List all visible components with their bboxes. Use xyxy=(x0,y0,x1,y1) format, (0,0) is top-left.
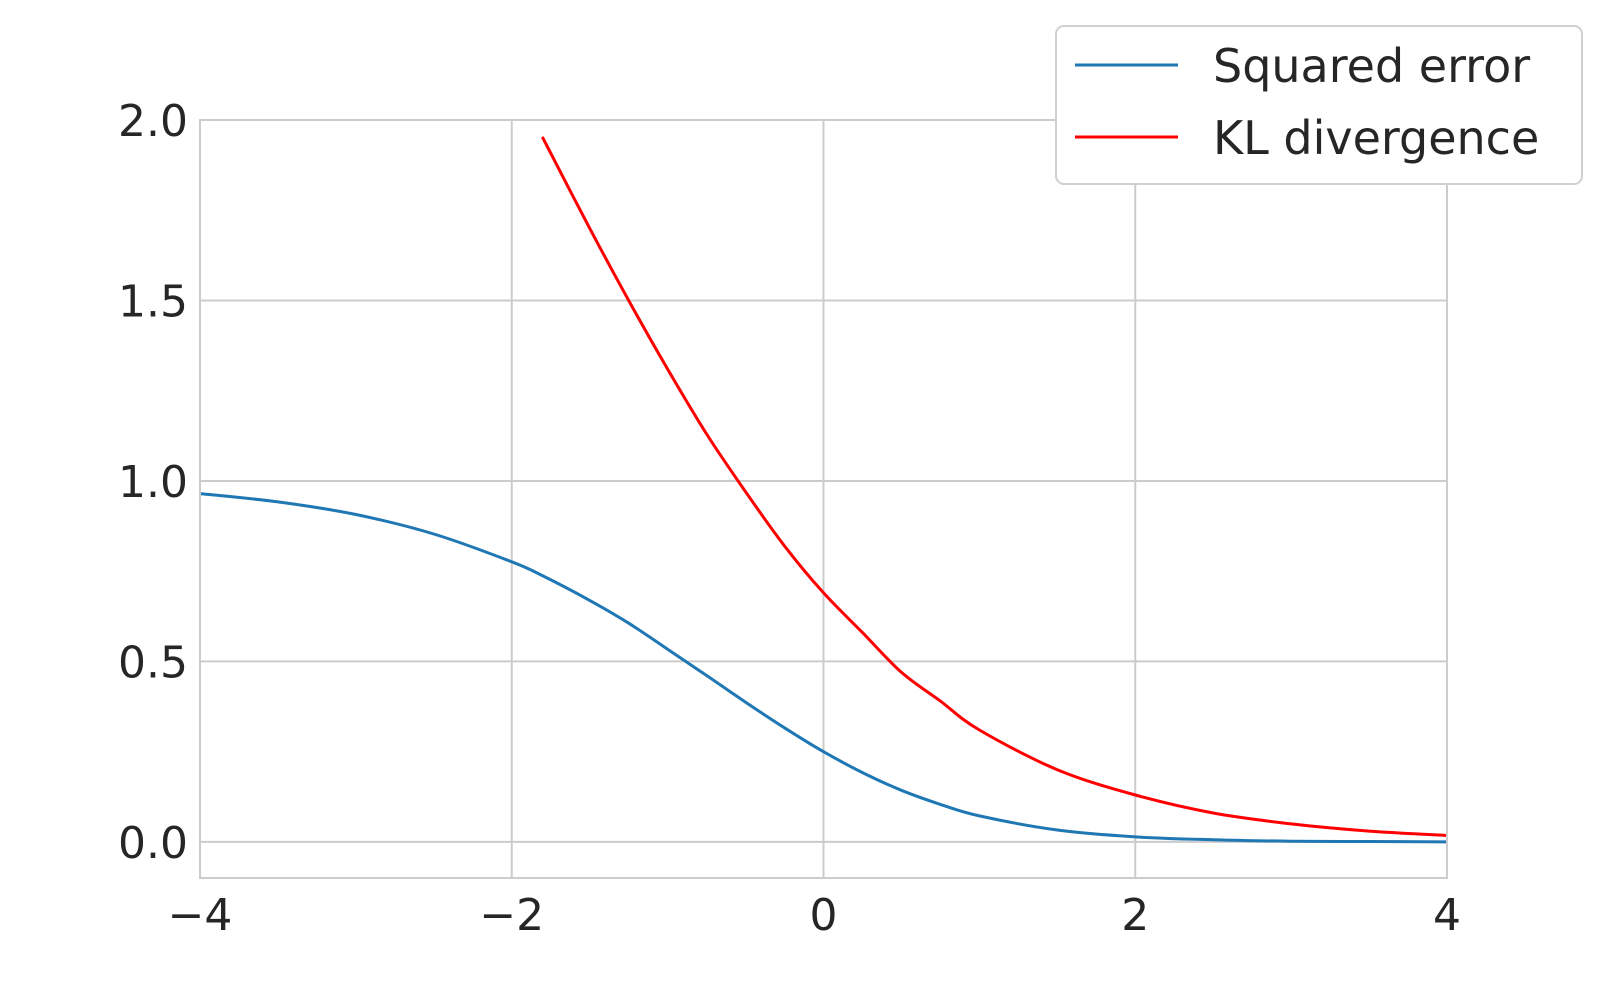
x-tick-label: 0 xyxy=(810,890,838,941)
legend: Squared error KL divergence xyxy=(1055,25,1583,185)
y-tick-label: 2.0 xyxy=(118,96,188,147)
x-tick-label: 2 xyxy=(1121,890,1149,941)
legend-label-kl-divergence: KL divergence xyxy=(1213,111,1539,165)
y-tick-label: 0.5 xyxy=(118,637,188,688)
series-line-squared-error xyxy=(200,492,1447,844)
x-tick-label: 4 xyxy=(1433,890,1461,941)
y-axis-ticks: 0.0 0.5 1.0 1.5 2.0 xyxy=(118,96,188,869)
grid xyxy=(199,119,1448,878)
x-tick-label: −4 xyxy=(168,890,233,941)
y-tick-label: 1.0 xyxy=(118,457,188,508)
x-tick-label: −2 xyxy=(479,890,544,941)
series-line-kl-divergence xyxy=(541,136,1447,837)
y-tick-label: 0.0 xyxy=(118,818,188,869)
x-axis-ticks: −4 −2 0 2 4 xyxy=(168,890,1461,941)
y-tick-label: 1.5 xyxy=(118,276,188,327)
legend-label-squared-error: Squared error xyxy=(1213,39,1530,93)
series-layer xyxy=(200,136,1447,844)
legend-box xyxy=(1055,25,1583,185)
plot-frame xyxy=(199,119,1448,879)
